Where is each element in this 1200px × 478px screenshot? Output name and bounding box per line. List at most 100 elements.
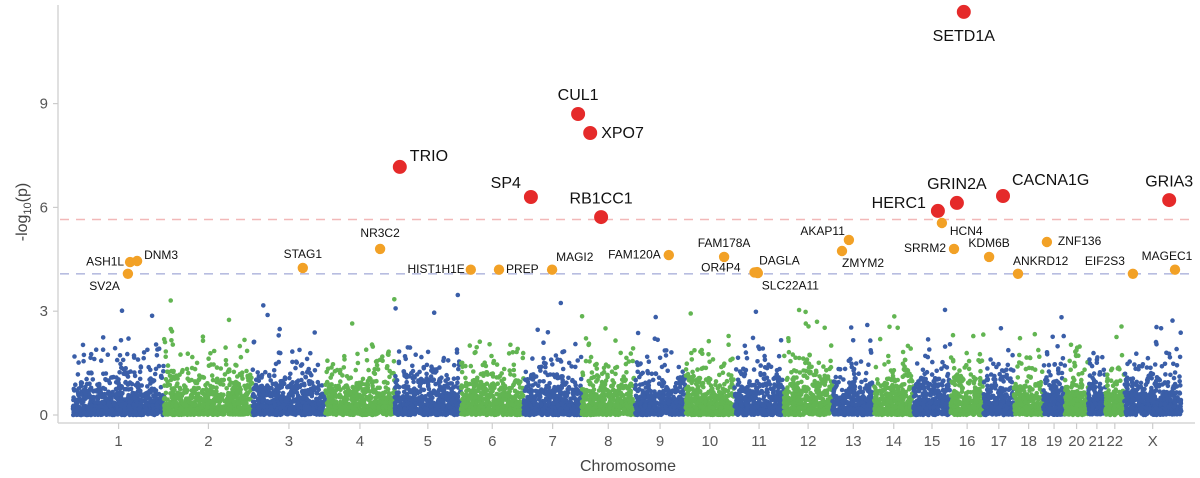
snp-point — [165, 363, 171, 368]
snp-point — [523, 377, 528, 383]
snp-point — [621, 411, 626, 417]
snp-point — [446, 393, 452, 398]
snp-point — [259, 372, 265, 378]
snp-point — [149, 313, 155, 319]
snp-point — [73, 382, 78, 388]
snp-point — [583, 336, 589, 341]
snp-point — [583, 358, 589, 364]
snp-point — [230, 389, 235, 395]
snp-point — [194, 360, 200, 366]
snp-point — [424, 371, 429, 377]
snp-point — [331, 398, 337, 404]
snp-point — [355, 351, 360, 357]
snp-point — [445, 358, 451, 363]
snp-point — [628, 351, 634, 356]
snp-point — [353, 367, 359, 373]
snp-point — [580, 370, 585, 376]
snp-point — [360, 376, 366, 382]
snp-point — [118, 361, 123, 367]
snp-point — [375, 385, 381, 391]
snp-point — [397, 406, 403, 412]
snp-point — [430, 378, 435, 384]
snp-point — [235, 400, 241, 406]
snp-point — [623, 377, 628, 383]
snp-point — [177, 391, 182, 397]
snp-point — [223, 358, 229, 363]
snp-point — [204, 386, 209, 392]
snp-point — [387, 393, 392, 399]
snp-point — [265, 312, 270, 318]
snp-point — [515, 346, 520, 352]
snp-point — [168, 377, 174, 383]
snp-point — [244, 368, 249, 374]
snp-point — [131, 402, 136, 408]
snp-point — [223, 345, 228, 350]
snp-point — [304, 404, 310, 409]
snp-point — [146, 364, 151, 370]
snp-point — [147, 399, 153, 404]
snp-point — [543, 396, 549, 401]
snp-point — [153, 394, 158, 400]
snp-point — [194, 380, 200, 386]
snp-point — [436, 397, 442, 402]
snp-point — [184, 366, 190, 372]
snp-point — [307, 370, 313, 376]
snp-point — [510, 350, 516, 355]
snp-point — [278, 396, 284, 402]
snp-point — [290, 349, 295, 354]
snp-point — [244, 348, 250, 354]
snp-point — [445, 403, 451, 408]
snp-point — [163, 377, 169, 382]
snp-point — [537, 379, 542, 384]
snp-point — [431, 310, 437, 316]
snp-point — [544, 390, 550, 396]
snp-point — [417, 407, 423, 412]
snp-point — [269, 385, 274, 391]
snp-point — [393, 373, 398, 379]
snp-point — [364, 358, 370, 363]
snp-point — [155, 404, 160, 409]
snp-point — [508, 372, 513, 377]
snp-point — [119, 396, 124, 401]
snp-point — [251, 339, 257, 345]
snp-point — [398, 398, 404, 403]
snp-point — [546, 385, 552, 390]
snp-point — [394, 383, 400, 388]
snp-point — [303, 374, 308, 380]
snp-point — [610, 378, 615, 383]
snp-point — [392, 297, 397, 302]
snp-point — [517, 395, 522, 400]
snp-point — [560, 349, 565, 355]
snp-point — [539, 402, 544, 407]
snp-point — [106, 396, 111, 401]
snp-point — [425, 402, 430, 407]
snp-point — [162, 339, 168, 345]
snp-point — [532, 408, 537, 413]
snp-point — [578, 376, 584, 382]
snp-point — [544, 412, 550, 418]
snp-point — [411, 379, 416, 385]
snp-point — [409, 410, 415, 416]
snp-point — [87, 381, 92, 387]
snp-point — [125, 382, 131, 387]
snp-point — [192, 402, 198, 408]
snp-point — [624, 403, 630, 409]
snp-point — [71, 386, 77, 392]
snp-point — [374, 378, 379, 384]
snp-point — [242, 409, 247, 415]
snp-point — [540, 407, 546, 413]
snp-point — [184, 403, 189, 408]
snp-point — [547, 380, 552, 386]
snp-point — [586, 341, 592, 347]
snp-point — [190, 354, 195, 360]
snp-point — [429, 368, 434, 373]
snp-point — [586, 404, 592, 410]
snp-point — [570, 377, 575, 383]
snp-point — [350, 384, 356, 390]
snp-point — [520, 355, 526, 361]
snp-point — [516, 408, 521, 414]
snp-point — [74, 412, 79, 418]
snp-point — [484, 388, 490, 393]
snp-point — [560, 366, 566, 372]
snp-point — [190, 391, 195, 397]
